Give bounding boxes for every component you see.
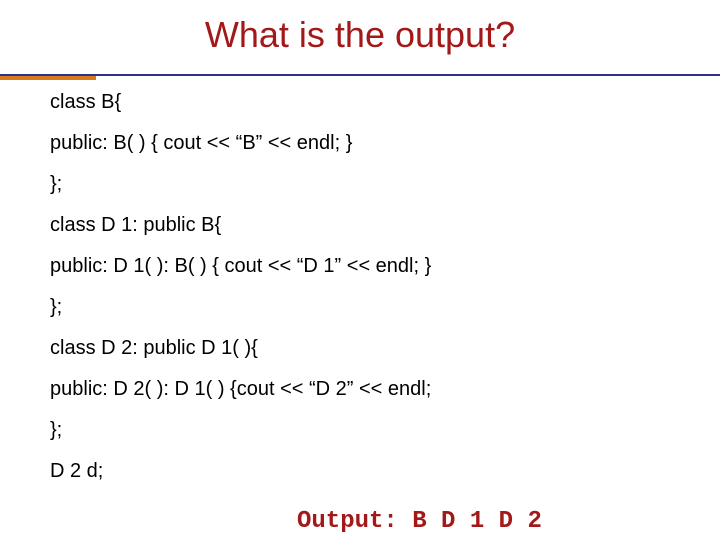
code-body: class B{ public: B( ) { cout << “B” << e… (50, 92, 670, 502)
code-line: public: D 1( ): B( ) { cout << “D 1” << … (50, 256, 670, 276)
code-line: D 2 d; (50, 461, 670, 481)
code-line: }; (50, 297, 670, 317)
code-line: }; (50, 420, 670, 440)
output-text: Output: B D 1 D 2 (297, 508, 542, 535)
divider-top-line (0, 74, 720, 76)
code-line: class D 2: public D 1( ){ (50, 338, 670, 358)
code-line: class D 1: public B{ (50, 215, 670, 235)
title-divider (0, 74, 720, 80)
code-line: public: B( ) { cout << “B” << endl; } (50, 133, 670, 153)
code-line: class B{ (50, 92, 670, 112)
slide-title: What is the output? (0, 14, 720, 56)
divider-accent-bar (0, 76, 96, 80)
code-line: public: D 2( ): D 1( ) {cout << “D 2” <<… (50, 379, 670, 399)
code-line: }; (50, 174, 670, 194)
